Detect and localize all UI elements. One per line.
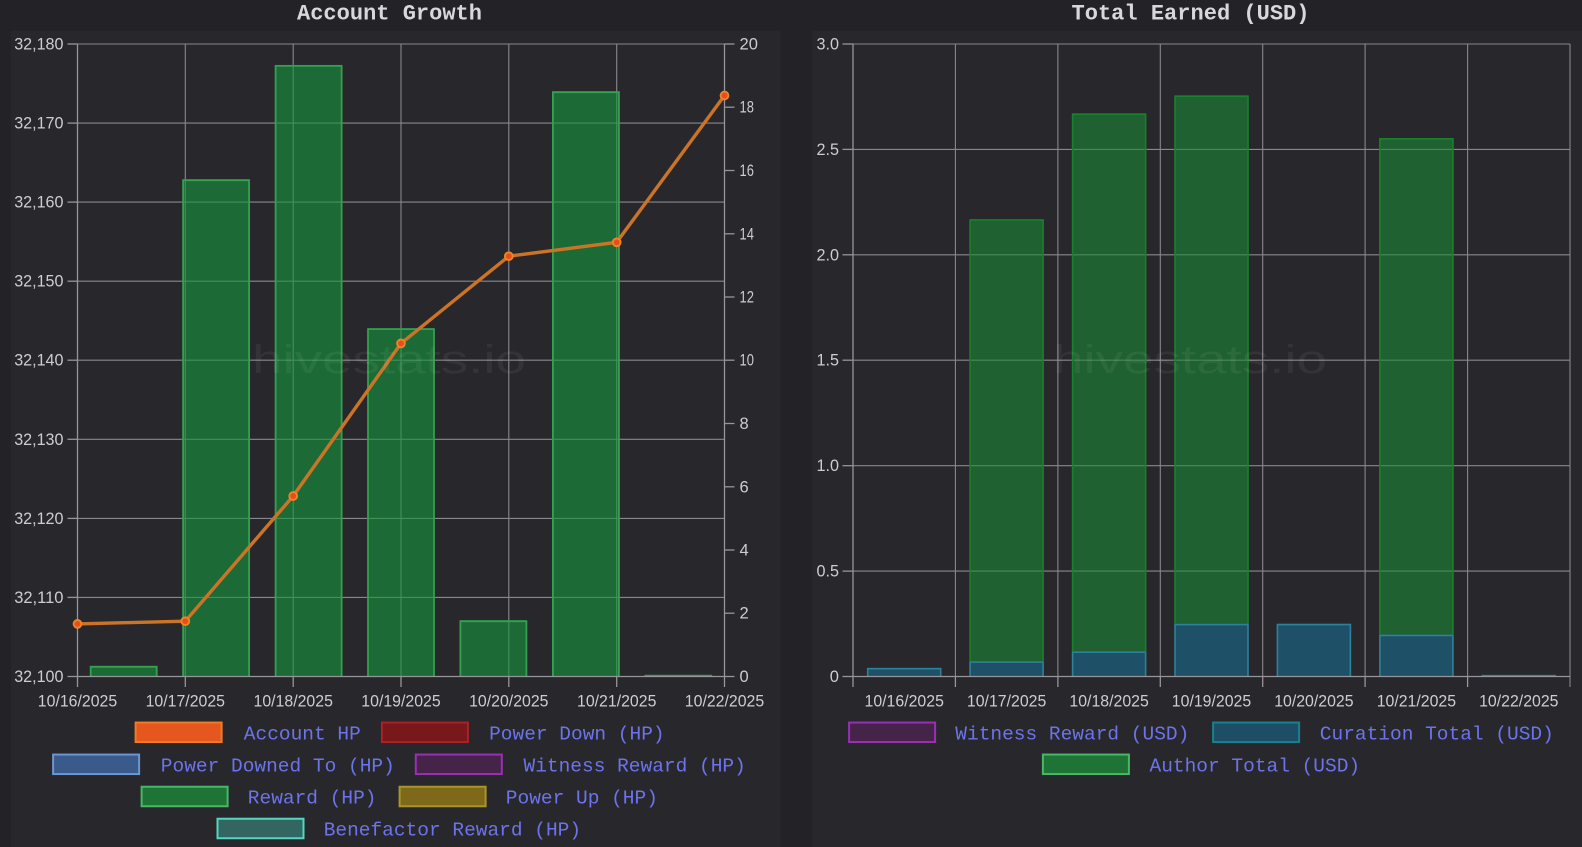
svg-text:10: 10 xyxy=(740,351,754,370)
svg-text:18: 18 xyxy=(740,98,754,117)
svg-text:Power Up (HP): Power Up (HP) xyxy=(506,788,658,810)
svg-text:32,130: 32,130 xyxy=(14,430,63,449)
svg-text:10/16/2025: 10/16/2025 xyxy=(38,692,117,711)
svg-text:10/18/2025: 10/18/2025 xyxy=(254,692,333,711)
svg-text:hivestats.io: hivestats.io xyxy=(252,338,526,382)
svg-text:Total Earned (USD): Total Earned (USD) xyxy=(1072,2,1310,27)
svg-text:2.5: 2.5 xyxy=(817,140,840,159)
svg-text:20: 20 xyxy=(740,35,758,54)
svg-text:10/19/2025: 10/19/2025 xyxy=(361,692,440,711)
svg-text:0.5: 0.5 xyxy=(817,562,840,581)
svg-text:32,120: 32,120 xyxy=(14,509,63,528)
svg-text:10/17/2025: 10/17/2025 xyxy=(146,692,225,711)
svg-text:Witness Reward (USD): Witness Reward (USD) xyxy=(955,723,1189,745)
svg-text:2: 2 xyxy=(740,604,749,623)
svg-text:Curation Total (USD): Curation Total (USD) xyxy=(1320,723,1554,745)
svg-text:1.0: 1.0 xyxy=(817,456,840,475)
svg-text:10/22/2025: 10/22/2025 xyxy=(1479,692,1558,711)
svg-text:10/20/2025: 10/20/2025 xyxy=(1274,692,1353,711)
svg-text:12: 12 xyxy=(740,288,754,307)
svg-text:hivestats.io: hivestats.io xyxy=(1053,338,1327,382)
svg-text:10/22/2025: 10/22/2025 xyxy=(685,692,764,711)
svg-text:16: 16 xyxy=(740,161,754,180)
svg-text:10/18/2025: 10/18/2025 xyxy=(1069,692,1148,711)
svg-text:32,170: 32,170 xyxy=(14,114,63,133)
svg-text:Benefactor Reward (HP): Benefactor Reward (HP) xyxy=(324,820,581,842)
svg-text:Power Downed To (HP): Power Downed To (HP) xyxy=(161,755,395,777)
svg-text:14: 14 xyxy=(740,224,754,243)
svg-text:3.0: 3.0 xyxy=(817,35,840,54)
svg-text:32,160: 32,160 xyxy=(14,193,63,212)
svg-text:10/16/2025: 10/16/2025 xyxy=(865,692,944,711)
svg-text:32,110: 32,110 xyxy=(14,588,63,607)
svg-text:32,150: 32,150 xyxy=(14,272,63,291)
svg-text:0: 0 xyxy=(830,667,839,686)
svg-text:Account Growth: Account Growth xyxy=(297,2,482,27)
svg-text:10/19/2025: 10/19/2025 xyxy=(1172,692,1251,711)
svg-text:1.5: 1.5 xyxy=(817,351,840,370)
svg-text:32,180: 32,180 xyxy=(14,35,63,54)
svg-text:Author Total (USD): Author Total (USD) xyxy=(1150,755,1361,777)
svg-text:Witness Reward (HP): Witness Reward (HP) xyxy=(524,755,746,777)
svg-text:0: 0 xyxy=(740,667,749,686)
svg-text:Account HP: Account HP xyxy=(244,723,361,745)
svg-text:8: 8 xyxy=(740,414,749,433)
svg-text:2.0: 2.0 xyxy=(817,245,840,264)
svg-text:10/21/2025: 10/21/2025 xyxy=(577,692,656,711)
svg-text:32,100: 32,100 xyxy=(14,667,63,686)
svg-text:10/20/2025: 10/20/2025 xyxy=(469,692,548,711)
svg-text:10/17/2025: 10/17/2025 xyxy=(967,692,1046,711)
svg-text:Power Down (HP): Power Down (HP) xyxy=(489,723,664,745)
svg-text:10/21/2025: 10/21/2025 xyxy=(1377,692,1456,711)
svg-text:Reward (HP): Reward (HP) xyxy=(248,788,377,810)
svg-text:4: 4 xyxy=(740,541,749,560)
svg-text:6: 6 xyxy=(740,477,749,496)
svg-text:32,140: 32,140 xyxy=(14,351,63,370)
